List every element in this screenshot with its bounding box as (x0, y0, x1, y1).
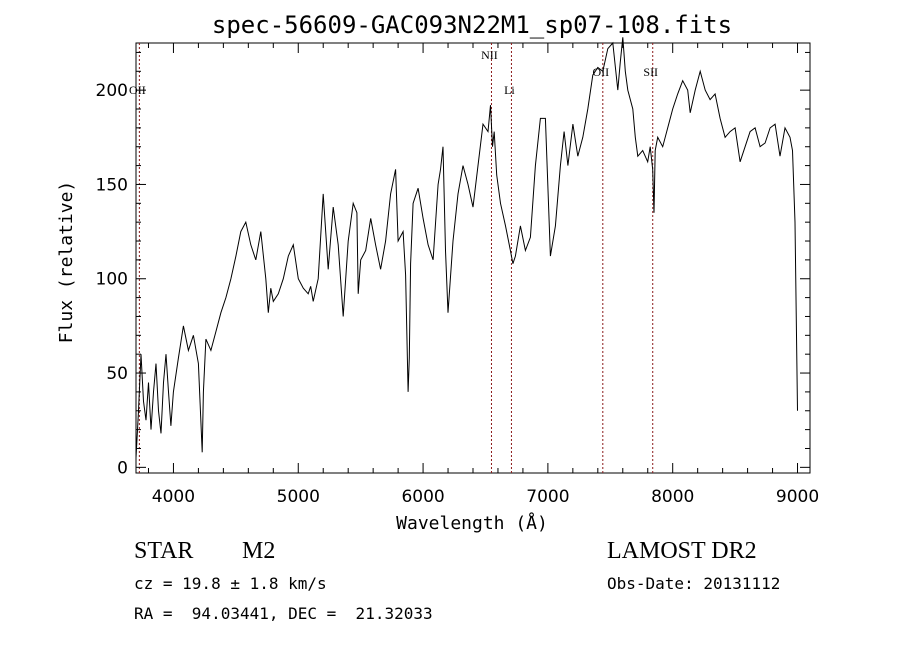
line-label-sii: SII (643, 65, 658, 79)
chart-title: spec-56609-GAC093N22M1_sp07-108.fits (212, 11, 732, 39)
x-tick-label: 7000 (526, 487, 569, 507)
x-tick-label: 4000 (152, 487, 195, 507)
y-tick-label: 100 (96, 270, 128, 290)
observation-date: Obs-Date: 20131112 (607, 574, 781, 593)
x-tick-label: 9000 (776, 487, 819, 507)
line-label-nii: NII (481, 48, 498, 62)
spectrum-chart: spec-56609-GAC093N22M1_sp07-108.fits OII… (56, 11, 819, 534)
x-tick-label: 8000 (651, 487, 694, 507)
survey-name: LAMOST DR2 (607, 538, 757, 564)
redshift-velocity: cz = 19.8 ± 1.8 km/s (134, 574, 327, 593)
spectrum-line (135, 37, 798, 458)
coordinates: RA = 94.03441, DEC = 21.32033 (134, 604, 433, 623)
y-tick-label: 50 (106, 364, 128, 384)
y-tick-label: 200 (96, 81, 128, 101)
x-tick-label: 5000 (277, 487, 320, 507)
subclass: M2 (242, 538, 276, 564)
y-tick-label: 0 (117, 458, 128, 478)
x-axis-label: Wavelength (Å) (396, 512, 548, 534)
line-label-li: Li (504, 83, 515, 97)
y-tick-label: 150 (96, 175, 128, 195)
plot-frame (135, 42, 811, 474)
axis-ticks: 4000 5000 6000 7000 8000 9000 0 50 100 150 200 (96, 43, 819, 507)
x-tick-label: 6000 (401, 487, 444, 507)
y-axis-label: Flux (relative) (56, 181, 77, 344)
object-class: STAR (134, 538, 194, 564)
